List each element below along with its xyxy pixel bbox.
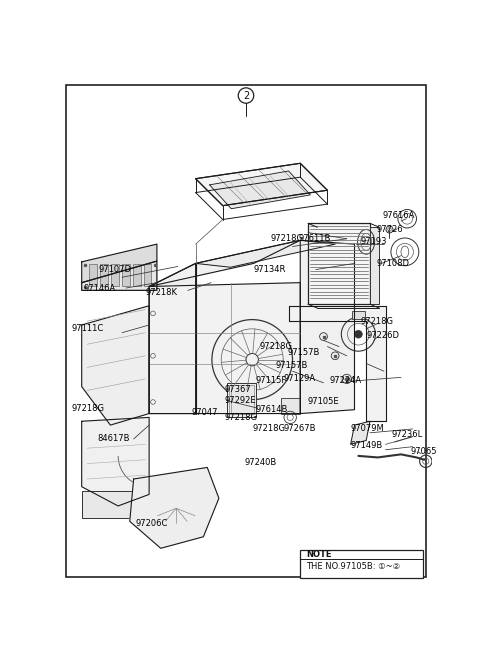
Polygon shape: [210, 171, 311, 209]
Text: 97218G: 97218G: [252, 424, 285, 434]
Bar: [227, 383, 256, 417]
Text: 2: 2: [243, 90, 249, 100]
Text: 97047: 97047: [192, 407, 218, 417]
Text: 97134R: 97134R: [254, 265, 286, 274]
Text: 97611B: 97611B: [299, 234, 331, 243]
Bar: [100, 264, 108, 286]
Polygon shape: [82, 306, 149, 425]
Circle shape: [355, 330, 362, 338]
Text: 97236L: 97236L: [392, 430, 423, 439]
Text: 97226D: 97226D: [367, 331, 400, 341]
Text: 97218G: 97218G: [224, 413, 257, 422]
Bar: [308, 223, 370, 304]
Text: 97240B: 97240B: [244, 458, 276, 466]
Text: 97726: 97726: [376, 225, 403, 234]
Bar: [300, 550, 423, 578]
Bar: [133, 264, 141, 286]
Polygon shape: [130, 468, 219, 548]
Polygon shape: [288, 306, 385, 421]
Text: 97115F: 97115F: [255, 376, 287, 385]
Polygon shape: [350, 421, 370, 444]
Text: 97224A: 97224A: [330, 376, 362, 385]
Polygon shape: [300, 240, 355, 413]
Text: 97267B: 97267B: [283, 424, 316, 434]
Text: 97292E: 97292E: [224, 396, 256, 405]
Bar: [229, 385, 254, 415]
Polygon shape: [82, 417, 149, 506]
Text: 97206C: 97206C: [136, 519, 168, 528]
Bar: [370, 227, 379, 304]
Text: 97616A: 97616A: [383, 211, 415, 220]
Polygon shape: [149, 263, 196, 413]
Text: 97367: 97367: [224, 385, 251, 394]
Text: 97218G: 97218G: [72, 403, 105, 413]
Text: 97218G: 97218G: [271, 234, 304, 243]
Text: 97107D: 97107D: [99, 265, 132, 274]
Polygon shape: [149, 240, 300, 286]
Polygon shape: [82, 261, 157, 290]
Text: 97079M: 97079M: [350, 424, 384, 433]
Bar: [122, 264, 130, 286]
Text: 97157B: 97157B: [276, 362, 308, 370]
Polygon shape: [82, 244, 157, 283]
Polygon shape: [149, 283, 300, 413]
Text: 97129A: 97129A: [283, 375, 315, 383]
Polygon shape: [196, 163, 327, 206]
Polygon shape: [196, 240, 335, 267]
Text: 97111C: 97111C: [72, 324, 104, 333]
Text: 97149B: 97149B: [350, 441, 383, 449]
Text: 97157B: 97157B: [287, 348, 320, 357]
Text: NOTE: NOTE: [306, 550, 332, 559]
Text: 97146A: 97146A: [83, 284, 116, 293]
Text: 97105E: 97105E: [308, 398, 340, 407]
Text: 97614B: 97614B: [255, 405, 288, 414]
Text: THE NO.97105B: ①~②: THE NO.97105B: ①~②: [306, 561, 401, 571]
Text: 97108D: 97108D: [376, 259, 409, 268]
Bar: [111, 264, 119, 286]
Text: 97218G: 97218G: [260, 342, 293, 351]
Text: 97218K: 97218K: [145, 288, 177, 297]
Bar: [82, 491, 132, 517]
Text: 84617B: 84617B: [97, 434, 130, 443]
Bar: [144, 264, 152, 286]
Bar: [89, 264, 97, 286]
Text: 97065: 97065: [410, 447, 437, 456]
Text: 97193: 97193: [360, 237, 387, 246]
Bar: [281, 398, 300, 413]
Text: 97218G: 97218G: [360, 318, 394, 326]
Bar: [352, 311, 365, 319]
